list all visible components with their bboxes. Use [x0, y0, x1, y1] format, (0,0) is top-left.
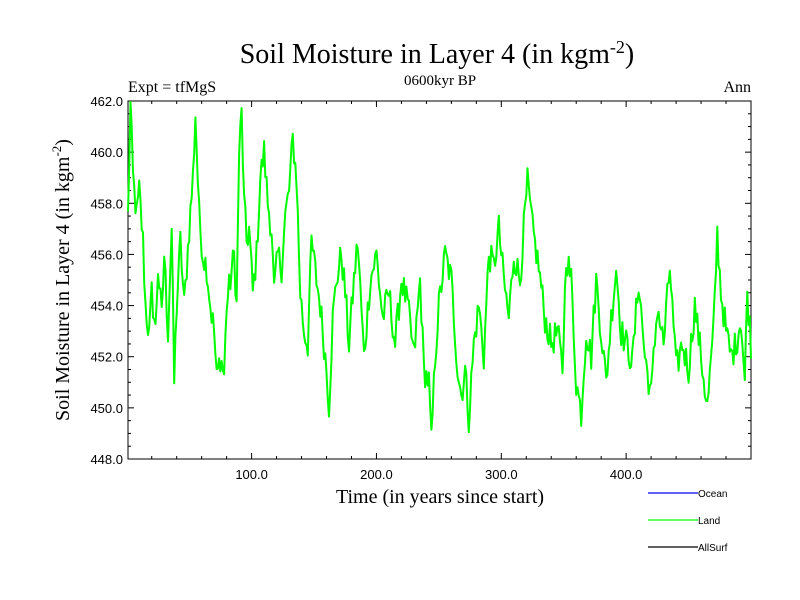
y-tick-label: 462.0 [90, 94, 123, 109]
legend-label-allsurf: AllSurf [698, 543, 728, 554]
x-axis-title: Time (in years since start) [336, 486, 544, 508]
x-tick-label: 100.0 [235, 467, 268, 482]
y-tick-label: 456.0 [90, 247, 123, 262]
x-tick-label: 300.0 [485, 467, 518, 482]
y-axis-title: Soil Moisture in Layer 4 (in kgm-2) [49, 139, 74, 421]
subtitle-period: 0600kyr BP [404, 73, 476, 89]
chart-title: Soil Moisture in Layer 4 (in kgm-2) [240, 37, 635, 70]
y-tick-label: 448.0 [90, 452, 123, 467]
y-tick-label: 450.0 [90, 401, 123, 416]
x-axis: 100.0 200.0 300.0 400.0 [151, 101, 727, 482]
x-tick-label: 200.0 [360, 467, 393, 482]
y-tick-label: 452.0 [90, 350, 123, 365]
plot-frame [127, 100, 752, 460]
subtitle-experiment: Expt = tfMgS [128, 79, 216, 96]
legend-label-ocean: Ocean [698, 489, 727, 500]
y-tick-label: 454.0 [90, 299, 123, 314]
y-tick-label: 460.0 [90, 145, 123, 160]
x-tick-label: 400.0 [610, 467, 643, 482]
legend-label-land: Land [698, 516, 720, 527]
series-line-land [127, 101, 752, 434]
subtitle-season: Ann [723, 79, 751, 96]
legend: Ocean Land AllSurf [648, 489, 728, 554]
y-tick-label: 458.0 [90, 196, 123, 211]
